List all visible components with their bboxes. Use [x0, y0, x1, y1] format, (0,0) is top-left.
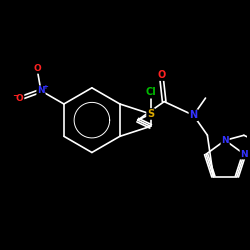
- Text: O: O: [16, 94, 24, 103]
- Text: N: N: [240, 150, 248, 159]
- Text: +: +: [42, 84, 48, 89]
- Text: N: N: [221, 136, 229, 145]
- Text: Cl: Cl: [145, 88, 156, 98]
- Text: −: −: [12, 92, 18, 100]
- Text: O: O: [158, 70, 166, 80]
- Text: S: S: [147, 109, 154, 119]
- Text: N: N: [190, 110, 198, 120]
- Text: N: N: [37, 86, 45, 95]
- Text: O: O: [33, 64, 41, 73]
